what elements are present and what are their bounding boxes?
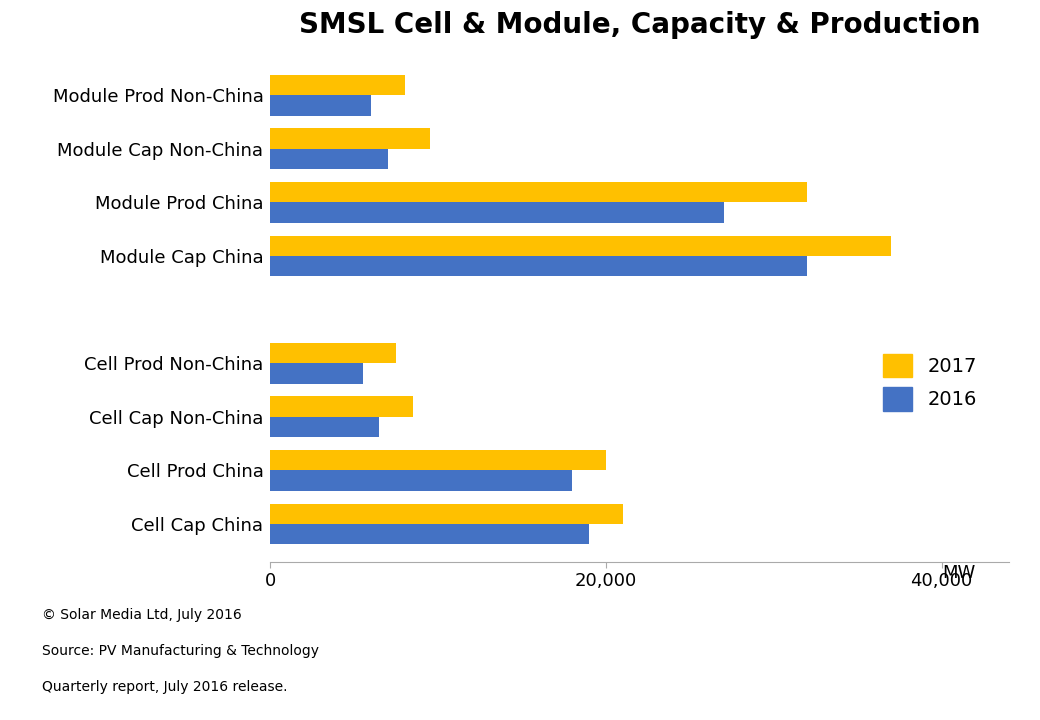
- Bar: [270, 149, 388, 169]
- Bar: [270, 470, 572, 491]
- Bar: [270, 343, 396, 363]
- Bar: [270, 450, 606, 470]
- Bar: [270, 504, 623, 524]
- Legend: 2017, 2016: 2017, 2016: [883, 354, 977, 410]
- Bar: [270, 95, 371, 115]
- Bar: [270, 397, 413, 417]
- Title: SMSL Cell & Module, Capacity & Production: SMSL Cell & Module, Capacity & Productio…: [298, 11, 981, 39]
- Bar: [270, 524, 590, 544]
- Text: Quarterly report, July 2016 release.: Quarterly report, July 2016 release.: [42, 680, 287, 694]
- Bar: [270, 363, 363, 384]
- Bar: [270, 417, 380, 437]
- Bar: [270, 75, 405, 95]
- Text: Source: PV Manufacturing & Technology: Source: PV Manufacturing & Technology: [42, 644, 318, 658]
- Bar: [270, 182, 807, 202]
- Bar: [270, 235, 891, 256]
- Bar: [270, 256, 807, 276]
- Bar: [270, 128, 430, 149]
- Text: © Solar Media Ltd, July 2016: © Solar Media Ltd, July 2016: [42, 608, 241, 622]
- Text: MW: MW: [942, 564, 976, 582]
- Bar: [270, 202, 724, 222]
